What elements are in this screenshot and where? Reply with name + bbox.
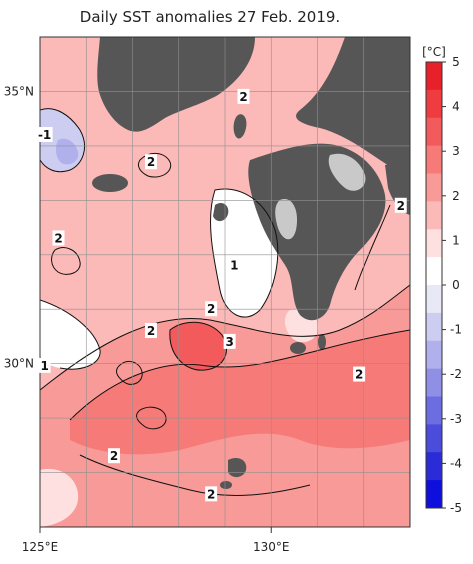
contour-label: 3 bbox=[225, 335, 233, 349]
land-amami bbox=[228, 458, 247, 478]
colorbar-tick-label: -4 bbox=[450, 456, 462, 470]
colorbar-tick-label: 5 bbox=[452, 55, 460, 69]
contour-line bbox=[116, 361, 143, 385]
contour-label-box bbox=[36, 127, 53, 142]
land-tsushima bbox=[233, 114, 247, 139]
contour-line bbox=[210, 188, 279, 318]
colorbar-segment bbox=[426, 117, 442, 147]
contour-line bbox=[169, 321, 227, 371]
contour-line bbox=[79, 454, 311, 496]
contour-line bbox=[40, 108, 85, 173]
contour-line bbox=[40, 284, 410, 391]
contour-label: 2 bbox=[207, 487, 215, 501]
contour-label: -1 bbox=[38, 128, 51, 142]
contour-line bbox=[136, 406, 167, 430]
contour-line bbox=[137, 153, 172, 178]
contour-label-box bbox=[237, 88, 250, 104]
colorbar-segment bbox=[426, 452, 442, 481]
land-yakushima bbox=[290, 342, 306, 354]
colorbar-tick-label: 3 bbox=[452, 144, 460, 158]
contour-line bbox=[354, 204, 391, 291]
lat-tick-label: 30°N bbox=[4, 357, 34, 371]
contour-label-box bbox=[223, 333, 236, 349]
contour-label: 1 bbox=[230, 259, 238, 273]
land-honshu bbox=[296, 37, 410, 180]
colorbar-segment bbox=[426, 285, 442, 314]
land-tokunoshima bbox=[220, 481, 232, 489]
colorbar-segment bbox=[426, 229, 442, 258]
contour-label: 2 bbox=[54, 231, 62, 245]
map-frame bbox=[39, 36, 411, 528]
colorbar-segment bbox=[426, 173, 442, 202]
lat-tick-label: 35°N bbox=[4, 84, 34, 98]
contour-label: 1 bbox=[40, 359, 48, 373]
colorbar-segment bbox=[426, 480, 442, 509]
land-inlet-2 bbox=[328, 153, 366, 191]
colorbar-tick-label: 0 bbox=[452, 278, 460, 292]
anomaly-cool-minus2c bbox=[56, 138, 79, 165]
colorbar-segment bbox=[426, 368, 442, 397]
colorbar-tick-label: 2 bbox=[452, 189, 460, 203]
contour-line bbox=[69, 329, 410, 421]
contour-label: 2 bbox=[110, 449, 118, 463]
contour-line bbox=[40, 299, 101, 370]
contour-label: 2 bbox=[355, 368, 363, 382]
colorbar-segment bbox=[426, 145, 442, 174]
contour-label-box bbox=[52, 230, 65, 246]
colorbar-segment bbox=[426, 396, 442, 425]
colorbar-tick-label: -1 bbox=[450, 323, 462, 337]
anomaly-light-patch-2 bbox=[40, 468, 79, 527]
graticule bbox=[40, 37, 410, 527]
contour-label-box bbox=[38, 357, 51, 373]
contour-label: 2 bbox=[147, 324, 155, 338]
contour-label: 2 bbox=[147, 155, 155, 169]
contour-label: 2 bbox=[397, 199, 405, 213]
colorbar-segment bbox=[426, 257, 442, 286]
contour-label: 2 bbox=[207, 302, 215, 316]
contour-label-box bbox=[394, 197, 407, 213]
land-inlet bbox=[275, 199, 298, 240]
contour-labels: 2 -1 2 2 2 1 2 2 3 1 2 2 2 bbox=[36, 88, 407, 502]
colorbar-segment bbox=[426, 424, 442, 453]
contour-label-box bbox=[205, 486, 218, 502]
colorbar-segment bbox=[426, 312, 442, 342]
land-tanegashima bbox=[318, 334, 326, 350]
colorbar-unit: [°C] bbox=[422, 45, 446, 59]
colorbar-tick-label: -2 bbox=[450, 367, 462, 381]
colorbar-segment bbox=[426, 340, 442, 370]
anomaly-peak-3c bbox=[169, 322, 227, 371]
colorbar-tick-label: 4 bbox=[452, 100, 460, 114]
axis-labels: 125°E 130°E 35°N 30°N bbox=[4, 84, 290, 554]
colorbar-tick-label: -3 bbox=[450, 412, 462, 426]
colorbar-segment bbox=[426, 89, 442, 119]
contour-label: 2 bbox=[239, 90, 247, 104]
colorbar: [°C] 5 4 3 2 1 0 -1 -2 -3 -4 -5 bbox=[422, 45, 462, 515]
colorbar-segment bbox=[426, 201, 442, 230]
contour-label-box bbox=[145, 154, 157, 170]
map-title: Daily SST anomalies 27 Feb. 2019. bbox=[79, 8, 341, 26]
contour-label-box bbox=[353, 366, 366, 382]
lon-tick-label: 130°E bbox=[253, 540, 290, 554]
contour-label-box bbox=[145, 323, 157, 338]
land-jeju bbox=[92, 174, 128, 192]
colorbar-tick-label: -5 bbox=[450, 501, 462, 515]
contour-label-box bbox=[228, 257, 241, 273]
lon-tick-label: 125°E bbox=[22, 540, 59, 554]
colorbar-segment bbox=[426, 62, 442, 91]
contour-line bbox=[51, 247, 81, 275]
contour-label-box bbox=[205, 301, 218, 317]
anomaly-neutral-patch-2 bbox=[40, 300, 101, 370]
contour-label-box bbox=[108, 448, 120, 464]
land-korea bbox=[97, 37, 255, 132]
land-goto bbox=[213, 203, 229, 222]
colorbar-tick-label: 1 bbox=[452, 233, 460, 247]
anomaly-band-2-3c bbox=[70, 330, 410, 455]
contour-lines bbox=[40, 108, 410, 496]
